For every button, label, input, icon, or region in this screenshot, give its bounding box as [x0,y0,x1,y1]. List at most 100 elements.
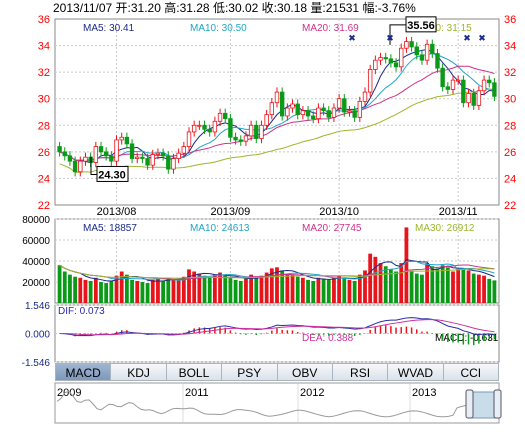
candle-body [450,79,456,90]
event-marker-icon[interactable]: ✖ [386,33,394,43]
candle-body [285,107,290,117]
volume-bar [244,278,248,303]
candle-body [393,62,399,68]
tab-wvad[interactable]: WVAD [388,363,444,381]
volume-bar [342,277,347,303]
volume-bar [456,268,461,303]
volume-tick: 20000 [22,278,50,289]
candle-body [129,143,135,159]
volume-bar [181,276,186,303]
indicator-tabs: MACD KDJ BOLL PSY OBV RSI WVAD CCI [55,363,499,383]
volume-bar [223,275,228,303]
volume-bar [62,271,67,303]
volume-bar [399,263,404,303]
tab-obv[interactable]: OBV [277,363,333,381]
volume-bar [476,274,481,303]
volume-bar [114,275,119,303]
volume-bar [368,253,373,303]
candle-body [140,156,145,159]
event-marker-icon[interactable]: ✖ [463,33,471,43]
volume-bar [161,280,166,303]
timeline-left-handle[interactable] [465,389,474,419]
volume-bar [233,279,238,303]
volume-bar [451,271,455,303]
volume-bar [280,270,285,303]
month-label: 2013/09 [211,206,251,218]
candle-body [476,90,482,106]
tab-kdj[interactable]: KDJ [111,363,167,381]
candle-body [311,115,316,120]
candle-body [181,146,187,154]
candle-body [78,160,83,173]
event-marker-icon[interactable]: ✖ [348,33,356,43]
volume-bar [88,280,93,303]
volume-bar [228,277,233,303]
volume-bar [383,266,388,303]
tab-macd[interactable]: MACD [55,363,112,381]
event-marker-icon[interactable]: ✖ [478,33,486,43]
volume-bar [171,279,176,303]
candle-body [424,43,430,61]
candle-body [290,103,295,109]
volume-tick: 40000 [22,257,50,268]
high-marker-text: 35.56 [407,20,435,32]
tab-psy[interactable]: PSY [222,363,278,381]
candle-body [93,146,99,163]
volume-bar [471,273,476,303]
price-tick-left: 24 [38,173,50,185]
volume-bar [492,280,497,303]
candle-body [326,110,331,118]
volume-bar [332,277,336,303]
candle-body [305,110,311,117]
candle-body [440,67,445,88]
candle-body [109,155,114,162]
volume-bar [275,267,279,303]
timeline-right-handle[interactable] [493,389,502,419]
candle-body [373,59,378,70]
tab-cci[interactable]: CCI [443,363,499,381]
volume-bar [394,271,398,303]
candle-body [67,155,73,162]
candle-body [264,114,269,126]
timeline-year-label: 2013 [412,387,436,399]
candle-body [176,152,181,159]
volume-bar [197,273,202,303]
tab-boll[interactable]: BOLL [166,363,223,381]
volume-bar [83,279,88,303]
candle-body [259,124,264,139]
price-tick-right: 28 [504,120,516,132]
header-quote: 2013/11/07 开:31.20 高:31.28 低:30.02 收:30.… [53,0,416,15]
volume-bar [259,275,264,303]
candle-body [445,86,451,90]
candle-body [62,151,67,157]
candle-body [430,43,435,54]
candle-body [57,146,62,153]
volume-ma30-label: MA30: 26912 [415,223,475,234]
candle-body [166,155,171,170]
price-ma20-label: MA20: 31.69 [302,23,359,34]
candle-body [352,110,357,118]
price-tick-right: 32 [504,67,516,79]
candle-body [98,146,104,153]
volume-bar [73,276,78,303]
candle-body [238,139,243,142]
candle-body [145,158,150,166]
volume-ma5-label: MA5: 18857 [83,223,137,234]
macd-tick: 0.000 [25,330,50,341]
candle-body [295,103,300,116]
candle-body [492,82,497,97]
macd-dea-label: DEA: 0.388 [302,333,354,344]
candle-body [243,135,249,142]
candle-body [114,139,119,162]
price-tick-left: 22 [38,200,50,212]
candle-body [186,131,192,147]
price-ma30-line [59,88,495,173]
candle-body [331,107,337,118]
candle-body [342,98,347,113]
month-label: 2013/10 [319,206,359,218]
tab-rsi[interactable]: RSI [332,363,389,381]
price-tick-right: 24 [504,173,516,185]
volume-bar [373,256,378,303]
timeline-curve [56,390,498,418]
